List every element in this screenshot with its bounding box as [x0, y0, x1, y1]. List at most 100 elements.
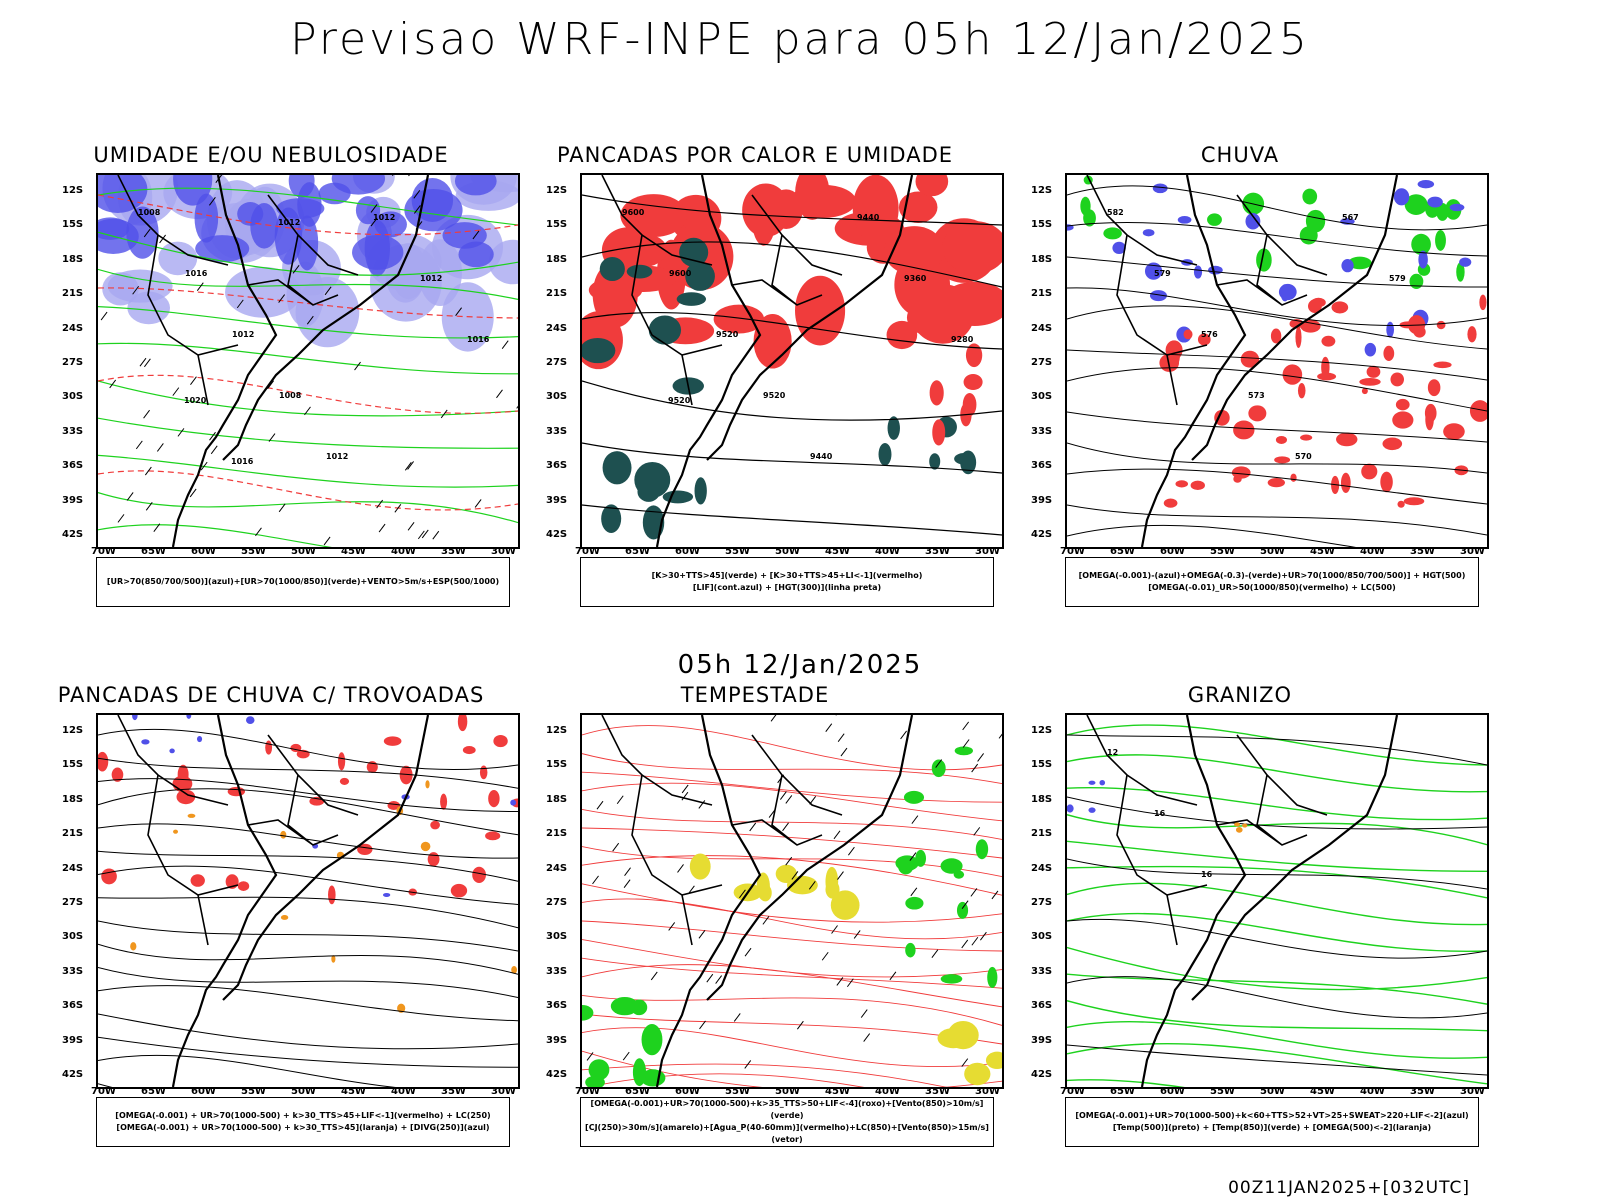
- field-area: [1197, 333, 1211, 346]
- longitude-tick-label: 45W: [341, 1086, 366, 1097]
- longitude-tick-label: 60W: [1160, 1086, 1185, 1097]
- wind-vector: [100, 311, 108, 321]
- field-area: [102, 272, 139, 306]
- field-area: [352, 234, 404, 270]
- field-area: [905, 896, 924, 910]
- wind-vector: [255, 527, 262, 537]
- legend-line: [CJ(250)>30m/s](amarelo)+[Agua_P(40-60mm…: [585, 1123, 989, 1144]
- longitude-tick-label: 65W: [141, 1086, 166, 1097]
- contour-line: [582, 808, 1002, 840]
- wind-vector: [706, 973, 714, 983]
- field-area: [1177, 216, 1192, 224]
- longitude-tick-label: 35W: [441, 546, 466, 557]
- wind-vector: [474, 499, 482, 508]
- field-area: [397, 1003, 406, 1013]
- wind-vector: [668, 922, 676, 931]
- field-area: [1067, 804, 1074, 813]
- wind-vector: [407, 522, 415, 531]
- panel-legend: [K>30+TTS>45](verde) + [K>30+TTS>45+LI<-…: [580, 557, 994, 607]
- field-area: [956, 901, 969, 919]
- contour-line: [98, 985, 518, 1022]
- longitude-tick-label: 70W: [1060, 1086, 1085, 1097]
- wind-vector: [785, 795, 793, 804]
- field-area: [1240, 350, 1260, 368]
- field-area: [1331, 301, 1349, 314]
- wind-vector: [970, 888, 978, 897]
- contour-line: [1067, 976, 1487, 1019]
- field-area: [510, 799, 517, 806]
- field-area: [130, 942, 137, 951]
- field-area: [176, 789, 196, 805]
- wind-vector: [860, 1009, 868, 1018]
- legend-line: [K>30+TTS>45](verde) + [K>30+TTS>45+LI<-…: [651, 571, 923, 580]
- coastline: [706, 175, 914, 461]
- field-area: [1403, 497, 1425, 506]
- field-area: [1467, 326, 1477, 343]
- contour-line: [582, 782, 1002, 822]
- latitude-tick-label: 30S: [1031, 931, 1053, 943]
- longitude-tick-label: 45W: [825, 1086, 850, 1097]
- latitude-tick-label: 36S: [1031, 1000, 1053, 1012]
- coastline: [222, 175, 430, 461]
- latitude-tick-label: 21S: [1031, 288, 1053, 300]
- latitude-tick-label: 30S: [62, 391, 84, 403]
- contour-line: [98, 454, 518, 488]
- field-area: [852, 175, 899, 243]
- contour-label: 570: [1295, 452, 1312, 461]
- wind-vector: [739, 889, 746, 899]
- legend-line: [UR>70(850/700/500)](azul)+[UR>70(1000/8…: [106, 577, 500, 586]
- longitude-tick-label: 30W: [491, 1086, 516, 1097]
- contour-line: [98, 231, 518, 276]
- field-area: [225, 266, 302, 318]
- field-area: [1386, 321, 1395, 338]
- field-area: [641, 1024, 663, 1056]
- contour-label: 1012: [232, 330, 254, 339]
- field-area: [903, 790, 925, 804]
- field-area: [1443, 423, 1465, 440]
- contour-label: 1012: [278, 218, 300, 227]
- field-area: [1099, 779, 1106, 786]
- field-area: [1321, 335, 1336, 347]
- field-area: [511, 965, 517, 974]
- contour-line: [582, 898, 1002, 940]
- wind-vector: [808, 880, 816, 890]
- contour-label: 9600: [622, 208, 645, 217]
- contour-line: [98, 492, 518, 524]
- contour-line: [582, 1027, 1002, 1068]
- contour-label: 9440: [810, 452, 833, 461]
- wind-vector: [961, 1058, 969, 1067]
- wind-vector: [139, 357, 147, 367]
- wind-vector: [623, 879, 631, 889]
- wind-vector: [417, 530, 425, 540]
- wind-vector: [304, 406, 311, 416]
- map-granizo: 12 16 16: [1065, 713, 1489, 1089]
- field-area: [1479, 294, 1487, 311]
- field-area: [1361, 463, 1378, 480]
- field-area: [987, 966, 998, 988]
- longitude-tick-label: 30W: [491, 546, 516, 557]
- contour-line: [98, 194, 518, 236]
- field-area: [190, 874, 205, 887]
- field-area: [775, 864, 797, 884]
- field-area: [942, 221, 1002, 274]
- contour-line: [1067, 221, 1487, 257]
- field-area: [1435, 229, 1446, 251]
- contour-line: [582, 1063, 948, 1087]
- longitude-tick-label: 40W: [1360, 546, 1385, 557]
- wind-vector: [962, 739, 970, 748]
- wind-vector: [370, 217, 378, 227]
- contour-line: [1067, 1044, 1487, 1076]
- contour-label: 567: [1342, 213, 1359, 222]
- field-area: [937, 1028, 970, 1049]
- map-umidade: 1008 1016 1012 1008 1012 1012 1012 1016 1020 1016…: [96, 173, 520, 549]
- wind-vector: [977, 753, 985, 762]
- latitude-tick-label: 27S: [546, 897, 568, 908]
- longitude-tick-label: 30W: [1460, 1086, 1485, 1097]
- contour-line: [98, 187, 518, 226]
- wind-vector: [496, 389, 503, 399]
- field-area: [265, 740, 273, 755]
- field-area: [1207, 213, 1222, 226]
- contour-line: [98, 1054, 397, 1087]
- wind-vector: [172, 387, 180, 396]
- wind-vector: [354, 361, 361, 371]
